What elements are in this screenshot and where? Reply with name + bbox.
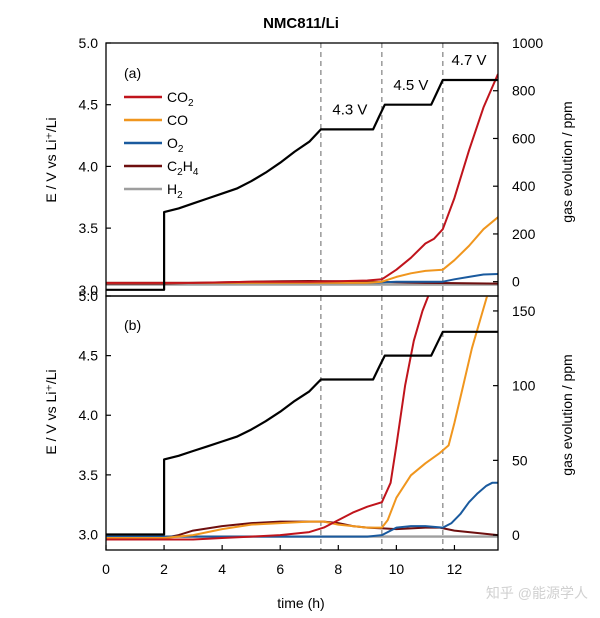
panel-a-left-ticks: 5.0 4.5 4.0 3.5 3.0: [79, 35, 111, 298]
legend-label: H2: [167, 181, 183, 201]
x-tick-label: 6: [276, 561, 284, 577]
panel-a-y-left-label: E / V vs Li⁺/Li: [43, 117, 59, 202]
right-tick-label: 0: [512, 527, 520, 543]
right-tick-label: 150: [512, 303, 536, 319]
x-tick-label: 12: [447, 561, 463, 577]
x-tick-label: 8: [334, 561, 342, 577]
x-axis-label: time (h): [277, 595, 324, 611]
left-tick-label: 3.5: [79, 467, 99, 483]
series-co2-line: [106, 73, 498, 284]
panel-b-label: (b): [124, 317, 141, 333]
x-tick-label: 4: [218, 561, 226, 577]
series-co-line: [106, 296, 489, 539]
right-tick-label: 50: [512, 452, 528, 468]
x-tick-label: 2: [160, 561, 168, 577]
series-o2-line: [106, 481, 498, 538]
left-tick-label: 4.5: [79, 348, 99, 364]
x-tick-label: 0: [102, 561, 110, 577]
panel-a-y-right-label: gas evolution / ppm: [559, 101, 575, 222]
legend-label: O2: [167, 135, 184, 155]
panel-b-frame: [105, 295, 499, 551]
left-tick-label: 5.0: [79, 35, 99, 51]
panel-a-voltage-markers: [320, 43, 444, 296]
series-co-line: [106, 216, 498, 284]
legend: CO2 CO O2 C2H4 H2: [124, 89, 199, 201]
panel-a-right-ticks: 0 200 400 600 800 1000: [493, 35, 543, 290]
left-tick-label: 3.0: [79, 526, 99, 542]
panel-b-y-left-label: E / V vs Li⁺/Li: [43, 369, 59, 454]
left-tick-label: 3.5: [79, 220, 99, 236]
panel-b-left-ticks: 5.0 4.5 4.0 3.5 3.0: [79, 288, 111, 542]
watermark: 知乎 @能源学人: [486, 585, 588, 601]
left-tick-label: 3.0: [79, 282, 99, 298]
right-tick-label: 600: [512, 130, 536, 146]
right-tick-label: 100: [512, 378, 536, 394]
series-e-line: [106, 78, 498, 291]
panel-a-label: (a): [124, 65, 141, 81]
panel-a-annotations: 4.3 V 4.5 V 4.7 V: [332, 52, 486, 118]
legend-label: CO2: [167, 89, 194, 109]
voltage-annotation: 4.3 V: [332, 102, 367, 119]
left-tick-label: 5.0: [79, 288, 99, 304]
panel-b-voltage-markers: [320, 296, 444, 550]
right-tick-label: 400: [512, 178, 536, 194]
right-tick-label: 0: [512, 274, 520, 290]
panel-b-series: [106, 296, 498, 541]
left-tick-label: 4.5: [79, 97, 99, 113]
panel-b-right-ticks: 0 50 100 150: [493, 303, 536, 543]
right-tick-label: 1000: [512, 35, 543, 51]
panel-a-series: [106, 73, 498, 291]
panel-b-y-right-label: gas evolution / ppm: [559, 354, 575, 475]
chart-title: NMC811/Li: [263, 15, 339, 32]
x-axis-ticks: 0 2 4 6 8 10 12: [102, 545, 462, 577]
right-tick-label: 200: [512, 226, 536, 242]
x-tick-label: 10: [389, 561, 405, 577]
voltage-annotation: 4.5 V: [393, 77, 428, 94]
right-tick-label: 800: [512, 83, 536, 99]
panel-a: 5.0 4.5 4.0 3.5 3.0 0 200 400 600 800 1000 (a) 4.…: [43, 35, 575, 298]
series-co2-line: [106, 296, 430, 541]
voltage-annotation: 4.7 V: [451, 52, 486, 69]
series-e-line: [106, 330, 498, 536]
left-tick-label: 4.0: [79, 158, 99, 174]
legend-label: C2H4: [167, 158, 199, 178]
left-tick-label: 4.0: [79, 407, 99, 423]
legend-label: CO: [167, 112, 188, 128]
